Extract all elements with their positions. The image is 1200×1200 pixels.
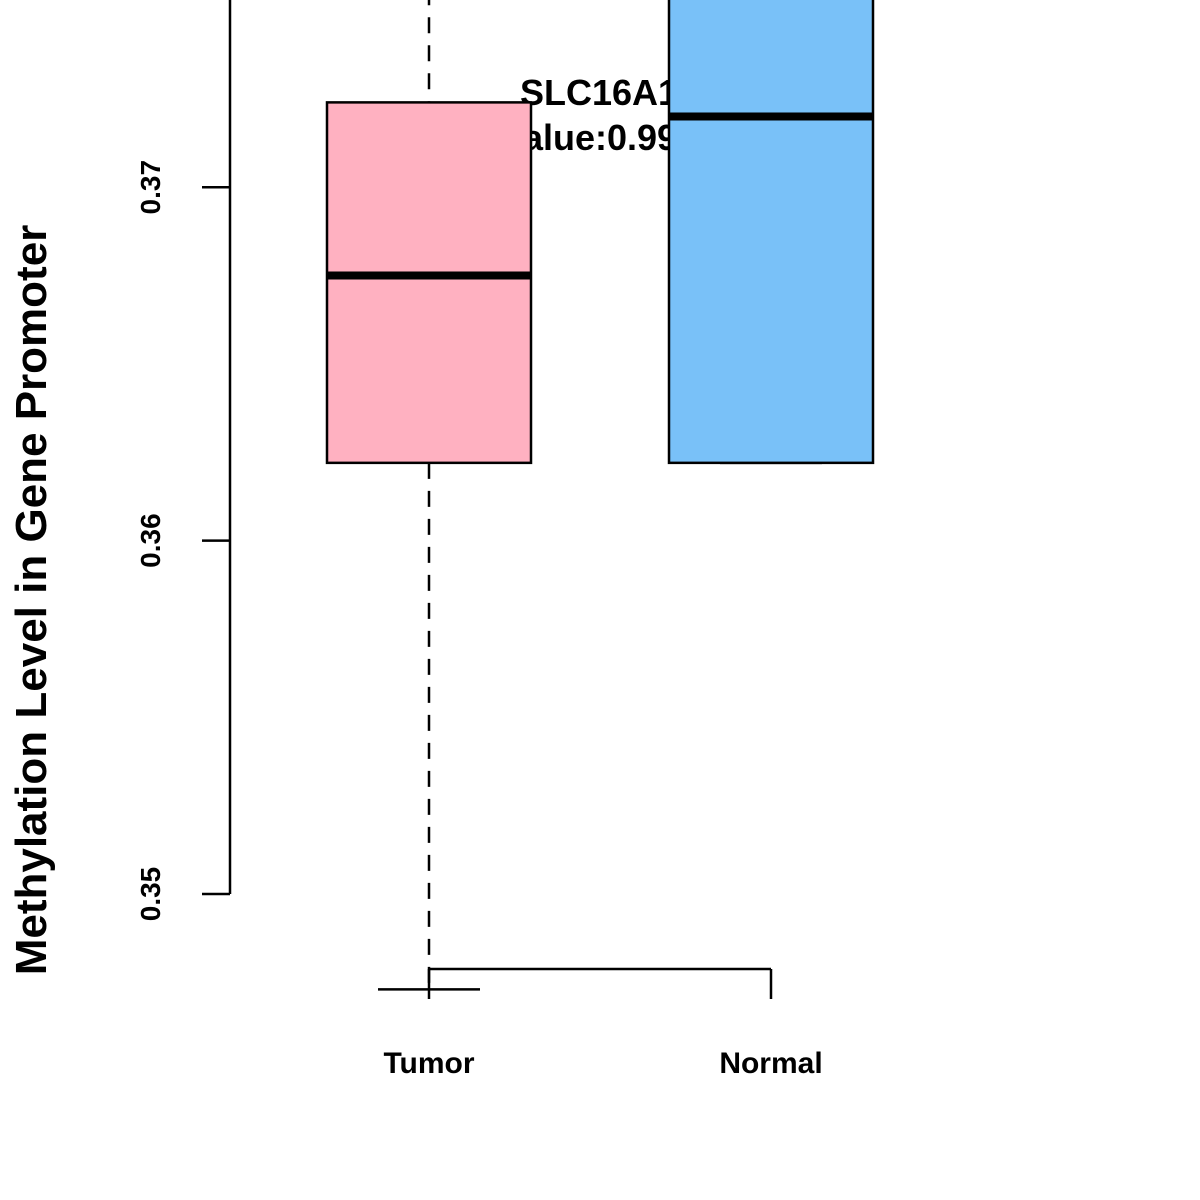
y-axis-label: Methylation Level in Gene Promoter (7, 225, 56, 976)
iqr-box (325, 101, 533, 465)
boxes-group (325, 0, 875, 991)
y-tick-label: 0.35 (135, 867, 166, 922)
box-normal (667, 0, 875, 465)
y-tick-label: 0.37 (135, 160, 166, 215)
y-axis: 0.350.360.370.38 (135, 0, 232, 922)
box-tumor (325, 0, 533, 991)
y-tick-label: 0.36 (135, 513, 166, 568)
iqr-box (667, 0, 875, 465)
x-tick-label: Tumor (383, 1047, 474, 1080)
x-axis: Tumor Normal (383, 967, 823, 1080)
chart-title: SLC16A1 (520, 72, 678, 113)
x-tick-label: Normal (719, 1047, 822, 1080)
